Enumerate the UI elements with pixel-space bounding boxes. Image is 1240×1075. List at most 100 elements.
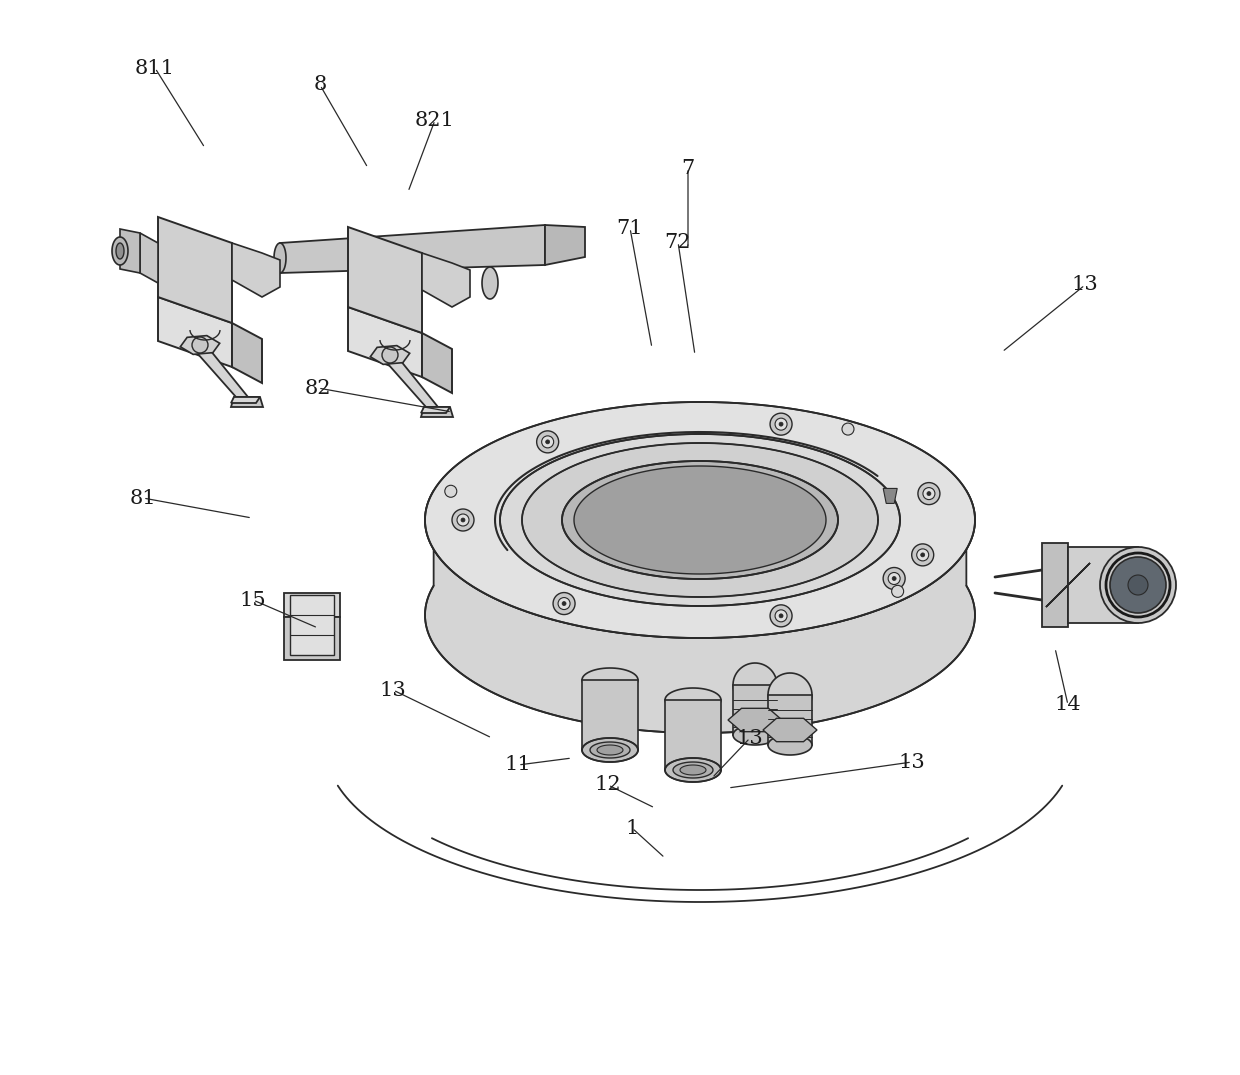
Text: 72: 72	[665, 232, 691, 252]
Circle shape	[892, 586, 904, 598]
Circle shape	[546, 440, 549, 444]
Text: 13: 13	[899, 752, 925, 772]
Polygon shape	[422, 253, 470, 307]
Polygon shape	[733, 685, 777, 735]
Circle shape	[779, 422, 782, 426]
Text: 12: 12	[595, 775, 621, 794]
Circle shape	[562, 602, 567, 605]
Circle shape	[542, 435, 553, 448]
Text: 13: 13	[379, 680, 407, 700]
Polygon shape	[232, 322, 262, 383]
Text: 11: 11	[505, 756, 532, 774]
Circle shape	[1128, 575, 1148, 594]
Polygon shape	[371, 345, 409, 364]
Polygon shape	[596, 745, 622, 755]
Circle shape	[923, 488, 935, 500]
Polygon shape	[768, 696, 812, 745]
Polygon shape	[562, 461, 838, 579]
Polygon shape	[768, 673, 812, 717]
Polygon shape	[290, 594, 334, 655]
Polygon shape	[180, 335, 219, 355]
Polygon shape	[728, 708, 782, 732]
Polygon shape	[574, 465, 826, 574]
Circle shape	[918, 483, 940, 504]
Text: 13: 13	[737, 729, 764, 747]
Polygon shape	[348, 227, 422, 333]
Text: 821: 821	[415, 111, 455, 129]
Polygon shape	[231, 397, 260, 403]
Circle shape	[888, 573, 900, 585]
Polygon shape	[1068, 547, 1138, 623]
Text: 8: 8	[314, 75, 326, 95]
Polygon shape	[733, 663, 777, 707]
Circle shape	[775, 610, 787, 621]
Circle shape	[461, 518, 465, 522]
Polygon shape	[500, 434, 900, 606]
Circle shape	[842, 424, 854, 435]
Circle shape	[1100, 547, 1176, 623]
Polygon shape	[112, 236, 128, 266]
Polygon shape	[425, 402, 975, 637]
Polygon shape	[274, 243, 286, 273]
Polygon shape	[1047, 563, 1090, 607]
Circle shape	[553, 592, 575, 615]
Polygon shape	[582, 680, 639, 750]
Polygon shape	[284, 593, 340, 617]
Circle shape	[558, 598, 570, 610]
Polygon shape	[733, 725, 777, 745]
Polygon shape	[231, 397, 263, 407]
Text: 14: 14	[1055, 696, 1081, 715]
Circle shape	[192, 336, 208, 353]
Circle shape	[911, 544, 934, 565]
Polygon shape	[348, 307, 422, 377]
Polygon shape	[425, 490, 975, 733]
Polygon shape	[422, 333, 453, 393]
Circle shape	[770, 605, 792, 627]
Polygon shape	[117, 243, 124, 259]
Circle shape	[916, 549, 929, 561]
Circle shape	[770, 413, 792, 435]
Polygon shape	[673, 762, 713, 778]
Polygon shape	[590, 742, 630, 758]
Polygon shape	[582, 739, 639, 762]
Text: 811: 811	[135, 58, 175, 77]
Polygon shape	[190, 345, 248, 397]
Polygon shape	[280, 225, 546, 273]
Circle shape	[775, 418, 787, 430]
Circle shape	[537, 431, 559, 453]
Polygon shape	[422, 407, 450, 413]
Polygon shape	[284, 617, 340, 660]
Circle shape	[458, 514, 469, 526]
Polygon shape	[1042, 543, 1068, 627]
Polygon shape	[768, 735, 812, 755]
Circle shape	[453, 508, 474, 531]
Polygon shape	[665, 688, 720, 712]
Polygon shape	[140, 233, 157, 283]
Polygon shape	[120, 229, 140, 273]
Text: 82: 82	[305, 378, 331, 398]
Text: 13: 13	[1071, 275, 1099, 295]
Text: 1: 1	[625, 818, 639, 837]
Text: 71: 71	[616, 218, 644, 238]
Polygon shape	[680, 765, 706, 775]
Polygon shape	[157, 217, 232, 322]
Polygon shape	[665, 758, 720, 782]
Circle shape	[928, 491, 931, 496]
Polygon shape	[665, 700, 720, 770]
Circle shape	[892, 576, 897, 580]
Polygon shape	[883, 488, 898, 503]
Polygon shape	[582, 668, 639, 692]
Circle shape	[1110, 557, 1166, 613]
Circle shape	[921, 553, 925, 557]
Text: 15: 15	[239, 590, 267, 610]
Polygon shape	[379, 355, 438, 407]
Circle shape	[445, 485, 456, 498]
Text: 7: 7	[681, 158, 694, 177]
Polygon shape	[546, 225, 585, 266]
Polygon shape	[232, 243, 280, 297]
Polygon shape	[522, 443, 878, 597]
Circle shape	[779, 614, 782, 618]
Circle shape	[883, 568, 905, 589]
Polygon shape	[763, 718, 817, 742]
Text: 81: 81	[130, 488, 156, 507]
